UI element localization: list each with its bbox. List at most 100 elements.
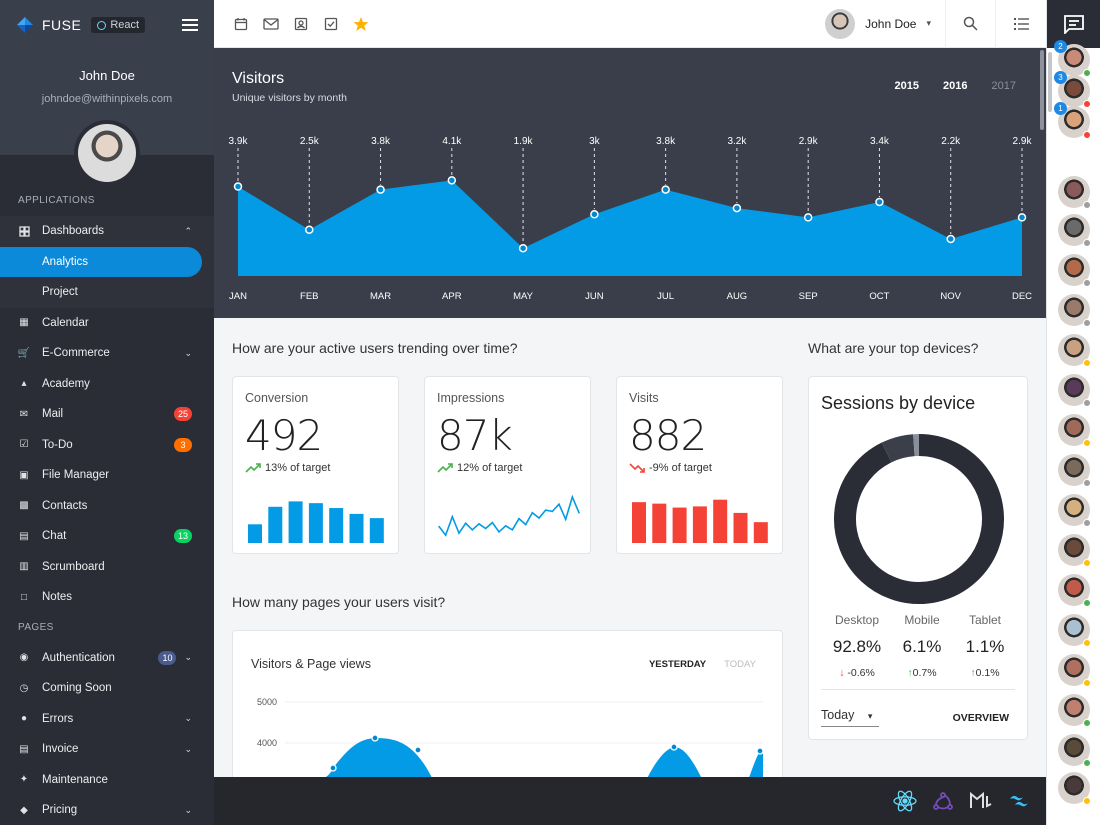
presence-status-dot bbox=[1083, 399, 1091, 407]
data-point bbox=[478, 523, 480, 525]
chat-panel-header[interactable] bbox=[1047, 0, 1100, 48]
contact-avatar[interactable] bbox=[1058, 254, 1091, 287]
device-change-value: -0.6% bbox=[847, 667, 875, 679]
nav-item-ecommerce[interactable]: 🛒 E-Commerce ⌄ bbox=[0, 338, 214, 369]
bar bbox=[753, 522, 768, 543]
trending-down-icon bbox=[629, 463, 645, 473]
data-label: 2.5k bbox=[300, 136, 320, 147]
search-button[interactable] bbox=[946, 0, 996, 48]
stat-trend-label: 13% of target bbox=[265, 462, 331, 474]
contacts-shortcut-icon[interactable] bbox=[286, 0, 316, 48]
list-icon bbox=[1013, 17, 1029, 30]
contact-avatar[interactable] bbox=[1058, 614, 1091, 647]
contact-avatar[interactable] bbox=[1058, 494, 1091, 527]
donut-slice-mobile bbox=[881, 434, 916, 463]
pageviews-area bbox=[307, 738, 763, 789]
nav-item-label: Authentication bbox=[42, 651, 115, 664]
contact-avatar[interactable] bbox=[1058, 294, 1091, 327]
device-change: ↓ -0.6% bbox=[822, 667, 892, 679]
mail-shortcut-icon[interactable] bbox=[256, 0, 286, 48]
nav-item-todo[interactable]: ☑ To-Do 3 bbox=[0, 430, 214, 461]
sidebar-nav: APPLICATIONS Dashboards ⌃ Analytics Proj… bbox=[0, 186, 214, 825]
contact-avatar[interactable] bbox=[1058, 694, 1091, 727]
unread-count-badge: 1 bbox=[1054, 102, 1067, 115]
contact-avatar[interactable] bbox=[1058, 454, 1091, 487]
redux-logo-icon[interactable] bbox=[930, 788, 956, 814]
year-2015-button[interactable]: 2015 bbox=[894, 80, 920, 92]
tailwind-logo-icon[interactable] bbox=[1006, 788, 1032, 814]
period-select[interactable]: Today ▾ bbox=[821, 708, 879, 727]
visitors-subtitle: Unique visitors by month bbox=[232, 92, 347, 104]
contact-avatar[interactable] bbox=[1058, 654, 1091, 687]
contact-avatar[interactable]: 2 bbox=[1054, 40, 1091, 77]
react-logo-icon[interactable] bbox=[892, 788, 918, 814]
presence-status-dot bbox=[1083, 559, 1091, 567]
tab-today[interactable]: TODAY bbox=[724, 659, 756, 670]
contact-avatar[interactable]: 3 bbox=[1054, 71, 1091, 108]
todo-shortcut-icon[interactable] bbox=[316, 0, 346, 48]
nav-item-scrumboard[interactable]: ▥ Scrumboard bbox=[0, 552, 214, 583]
contact-avatar[interactable] bbox=[1058, 414, 1091, 447]
main-scrollbar[interactable] bbox=[1040, 50, 1044, 130]
nav-item-contacts[interactable]: ▩ Contacts bbox=[0, 491, 214, 522]
presence-status-dot bbox=[1083, 439, 1091, 447]
presence-status-dot bbox=[1083, 100, 1091, 108]
nav-item-coming-soon[interactable]: ◷ Coming Soon bbox=[0, 673, 214, 704]
contact-avatar[interactable] bbox=[1058, 534, 1091, 567]
user-menu[interactable]: John Doe ▾ bbox=[811, 0, 946, 48]
contact-avatar[interactable] bbox=[1058, 214, 1091, 247]
star-icon[interactable] bbox=[346, 0, 376, 48]
year-2017-button[interactable]: 2017 bbox=[991, 80, 1016, 92]
presence-status-dot bbox=[1083, 599, 1091, 607]
nav-item-pricing[interactable]: ◆ Pricing ⌄ bbox=[0, 795, 214, 825]
nav-item-analytics[interactable]: Analytics bbox=[0, 246, 202, 277]
tab-yesterday[interactable]: YESTERDAY bbox=[648, 659, 707, 670]
contact-avatar[interactable] bbox=[1058, 574, 1091, 607]
active-users-heading: How are your active users trending over … bbox=[232, 340, 518, 356]
data-point bbox=[732, 203, 742, 213]
nav-item-label: Maintenance bbox=[42, 773, 108, 786]
stat-trend: 13% of target bbox=[245, 462, 330, 474]
device-mobile: Mobile 6.1% ↑0.7% bbox=[887, 613, 957, 679]
calendar-shortcut-icon[interactable] bbox=[226, 0, 256, 48]
nav-item-maintenance[interactable]: ✦ Maintenance bbox=[0, 765, 214, 796]
nav-item-notes[interactable]: □ Notes bbox=[0, 582, 214, 613]
chat-panel-scrollbar[interactable] bbox=[1048, 52, 1052, 112]
nav-item-label: Scrumboard bbox=[42, 560, 105, 573]
nav-item-label: Analytics bbox=[42, 255, 89, 268]
nav-item-label: Dashboards bbox=[42, 225, 105, 238]
year-2016-button[interactable]: 2016 bbox=[943, 80, 968, 92]
visits-card: Visits 882 -9% of target bbox=[616, 376, 783, 554]
nav-item-calendar[interactable]: ▦ Calendar bbox=[0, 308, 214, 339]
menu-toggle-icon[interactable] bbox=[182, 19, 198, 31]
quick-panel-button[interactable] bbox=[996, 0, 1046, 48]
nav-item-chat[interactable]: ▤ Chat 13 bbox=[0, 521, 214, 552]
nav-item-authentication[interactable]: ◉ Authentication 10 ⌄ bbox=[0, 643, 214, 674]
nav-item-label: Project bbox=[42, 286, 78, 299]
nav-item-errors[interactable]: ● Errors ⌄ bbox=[0, 704, 214, 735]
contact-avatar[interactable] bbox=[1058, 772, 1091, 805]
contact-avatar[interactable] bbox=[1058, 176, 1091, 209]
nav-item-invoice[interactable]: ▤ Invoice ⌄ bbox=[0, 734, 214, 765]
nav-item-label: Mail bbox=[42, 408, 64, 421]
sidebar-user-name: John Doe bbox=[79, 68, 135, 83]
contact-avatar[interactable] bbox=[1058, 334, 1091, 367]
nav-item-file-manager[interactable]: ▣ File Manager bbox=[0, 460, 214, 491]
data-point bbox=[451, 515, 454, 518]
material-ui-logo-icon[interactable] bbox=[968, 788, 994, 814]
unread-count-badge: 3 bbox=[1054, 71, 1067, 84]
nav-item-project[interactable]: Project bbox=[0, 277, 214, 308]
contact-avatar[interactable]: 1 bbox=[1054, 102, 1091, 139]
overview-button[interactable]: OVERVIEW bbox=[952, 712, 1009, 724]
nav-item-mail[interactable]: ✉ Mail 25 bbox=[0, 399, 214, 430]
mail-count-badge: 25 bbox=[173, 407, 192, 422]
x-tick-label: MAY bbox=[513, 291, 534, 302]
data-label: 3.2k bbox=[727, 136, 747, 147]
data-point bbox=[484, 527, 487, 530]
nav-item-academy[interactable]: ▴ Academy bbox=[0, 369, 214, 400]
data-point bbox=[376, 185, 385, 194]
nav-item-dashboards[interactable]: Dashboards ⌃ bbox=[0, 216, 214, 247]
alarm-icon: ◷ bbox=[19, 682, 29, 694]
contact-avatar[interactable] bbox=[1058, 734, 1091, 767]
contact-avatar[interactable] bbox=[1058, 374, 1091, 407]
